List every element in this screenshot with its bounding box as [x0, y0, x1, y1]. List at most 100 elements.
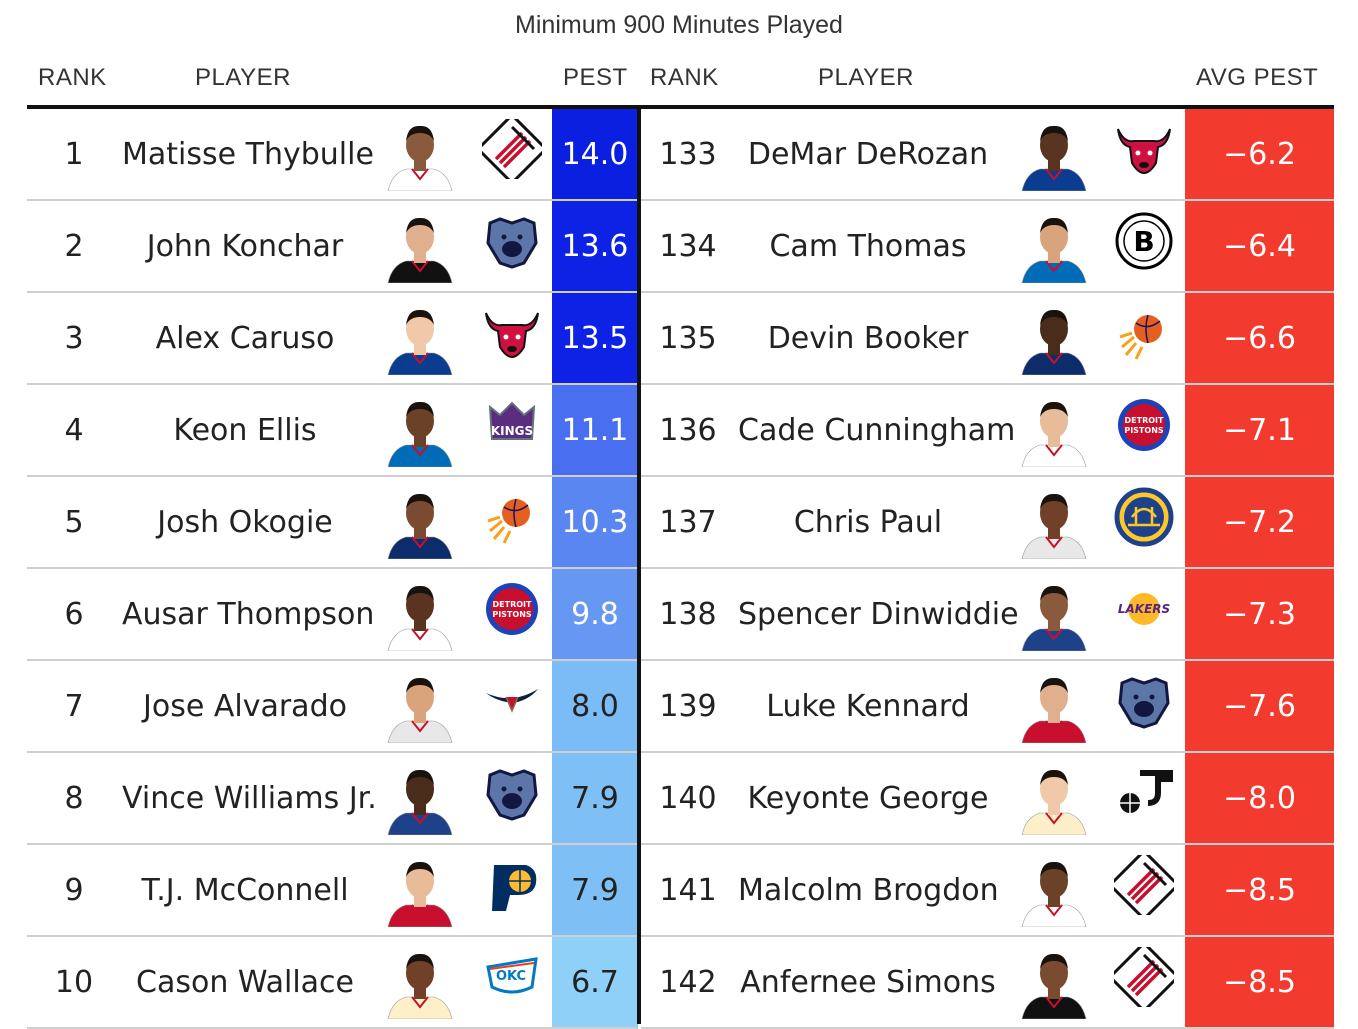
pest-value-left: 8.0	[552, 661, 638, 753]
svg-text:OKC: OKC	[496, 969, 526, 984]
pest-value-left: 11.1	[552, 385, 638, 477]
row-divider-left	[27, 567, 637, 569]
row-divider-left	[27, 659, 637, 661]
player-headshot-left	[384, 577, 456, 652]
pistons-logo: DETROIT PISTONS	[482, 579, 542, 639]
svg-text:KINGS: KINGS	[491, 424, 533, 438]
header-rank-right: RANK	[650, 64, 719, 91]
pest-value-left: 9.8	[552, 569, 638, 661]
player-headshot-left	[384, 853, 456, 928]
trail-blazers-logo	[1110, 943, 1178, 1011]
row-divider-left	[27, 475, 637, 477]
player-name-left: Ausar Thompson	[122, 597, 375, 632]
player-headshot-left	[384, 209, 456, 284]
svg-text:DETROIT: DETROIT	[1125, 416, 1165, 425]
row-divider-right	[641, 383, 1334, 385]
table-row: 10 Cason Wallace OKC 6.7 142 Anfernee Si…	[0, 937, 1358, 1029]
player-headshot-right	[1018, 853, 1090, 928]
row-divider-right	[641, 751, 1334, 753]
row-divider-left	[27, 843, 637, 845]
pest-value-left: 7.9	[552, 845, 638, 937]
header-player-left: PLAYER	[195, 64, 291, 91]
rank-right: 135	[659, 321, 717, 356]
avg-pest-value-right: −6.6	[1185, 293, 1334, 385]
rank-left: 6	[64, 597, 84, 632]
player-headshot-right	[1018, 669, 1090, 744]
kings-logo: KINGS	[482, 395, 542, 455]
row-divider-right	[641, 935, 1334, 937]
player-headshot-right	[1018, 945, 1090, 1020]
lakers-logo: LAKERS	[1114, 579, 1174, 639]
subtitle: Minimum 900 Minutes Played	[515, 11, 843, 39]
table-row: 9 T.J. McConnell 7.9 141 Malcolm Brogdon…	[0, 845, 1358, 937]
player-headshot-left	[384, 393, 456, 468]
player-headshot-right	[1018, 301, 1090, 376]
row-divider-right	[641, 199, 1334, 201]
rank-left: 10	[54, 965, 94, 1000]
player-name-right: Keyonte George	[747, 781, 989, 816]
player-name-right: Luke Kennard	[766, 689, 970, 724]
pacers-logo	[482, 855, 542, 915]
row-divider-left	[27, 751, 637, 753]
player-name-right: Spencer Dinwiddie	[738, 597, 1019, 632]
player-name-right: Cam Thomas	[769, 229, 967, 264]
rank-right: 138	[659, 597, 717, 632]
rank-right: 134	[659, 229, 717, 264]
pelicans-logo	[482, 671, 542, 731]
table-row: 7 Jose Alvarado 8.0 139 Luke Kennard −7.…	[0, 661, 1358, 753]
table-row: 3 Alex Caruso 13.5 135 Devin Booker −6.6	[0, 293, 1358, 385]
rank-left: 9	[64, 873, 84, 908]
player-headshot-right	[1018, 761, 1090, 836]
player-headshot-right	[1018, 209, 1090, 284]
row-divider-left	[27, 199, 637, 201]
svg-text:LAKERS: LAKERS	[1118, 602, 1170, 616]
player-headshot-left	[384, 669, 456, 744]
rank-left: 3	[64, 321, 84, 356]
player-name-left: T.J. McConnell	[141, 873, 349, 908]
player-headshot-right	[1018, 485, 1090, 560]
svg-text:DETROIT: DETROIT	[493, 600, 533, 609]
header-avg-pest-right: AVG PEST	[1196, 64, 1319, 91]
rank-right: 139	[659, 689, 717, 724]
suns-logo	[1114, 303, 1174, 363]
avg-pest-value-right: −8.5	[1185, 845, 1334, 937]
table-row: 4 Keon Ellis KINGS 11.1 136 Cade Cunning…	[0, 385, 1358, 477]
bulls-logo	[1114, 119, 1174, 179]
player-name-left: Keon Ellis	[173, 413, 317, 448]
pest-value-left: 13.5	[552, 293, 638, 385]
player-name-left: Cason Wallace	[136, 965, 354, 1000]
player-name-right: Cade Cunningham	[738, 413, 1016, 448]
player-headshot-left	[384, 945, 456, 1020]
rank-left: 1	[64, 137, 84, 172]
rank-left: 7	[64, 689, 84, 724]
row-divider-right	[641, 567, 1334, 569]
row-divider-left	[27, 935, 637, 937]
avg-pest-value-right: −8.0	[1185, 753, 1334, 845]
rank-right: 141	[659, 873, 717, 908]
player-name-right: DeMar DeRozan	[747, 137, 989, 172]
header-rank-left: RANK	[38, 64, 107, 91]
table-row: 6 Ausar Thompson DETROIT PISTONS 9.8 138 …	[0, 569, 1358, 661]
row-divider-left	[27, 291, 637, 293]
player-name-right: Chris Paul	[793, 505, 943, 540]
warriors-logo	[1114, 487, 1174, 547]
header-divider	[27, 105, 1334, 109]
avg-pest-value-right: −8.5	[1185, 937, 1334, 1029]
player-headshot-left	[384, 761, 456, 836]
rank-right: 142	[659, 965, 717, 1000]
header-pest-left: PEST	[563, 64, 628, 91]
table-row: 5 Josh Okogie 10.3 137 Chris Paul −7.2	[0, 477, 1358, 569]
rank-right: 140	[659, 781, 717, 816]
avg-pest-value-right: −7.3	[1185, 569, 1334, 661]
player-name-left: Alex Caruso	[155, 321, 335, 356]
suns-logo	[482, 487, 542, 547]
pest-value-left: 10.3	[552, 477, 638, 569]
row-divider-right	[641, 291, 1334, 293]
table-row: 8 Vince Williams Jr. 7.9 140 Keyonte Geo…	[0, 753, 1358, 845]
player-name-left: John Konchar	[146, 229, 344, 264]
pistons-logo: DETROIT PISTONS	[1114, 395, 1174, 455]
jazz-logo	[1114, 763, 1174, 823]
nets-logo: B	[1114, 211, 1174, 271]
column-divider	[637, 105, 641, 1024]
rank-left: 8	[64, 781, 84, 816]
